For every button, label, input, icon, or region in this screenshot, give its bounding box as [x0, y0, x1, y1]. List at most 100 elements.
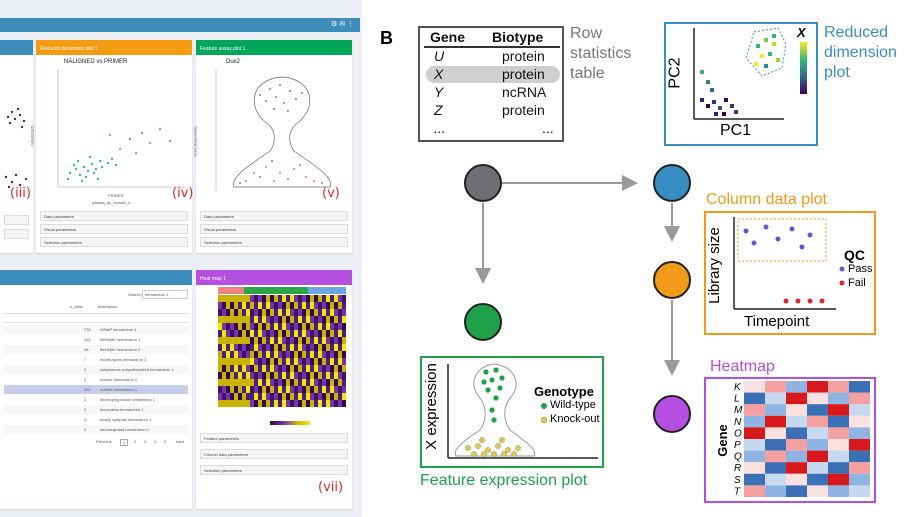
row-table-caption-1: Row — [570, 25, 603, 42]
screenshot-heatmap-cell — [314, 400, 318, 407]
column-data-legend-fail: Fail — [848, 277, 866, 289]
screenshot-heatmap-cell — [338, 393, 342, 400]
screenshot-heatmap-cell — [226, 316, 230, 323]
screenshot-heatmap-cell — [314, 365, 318, 372]
heatmap-cell — [807, 381, 828, 393]
heatmap-gene-label: O — [734, 428, 742, 439]
heatmap-cell — [807, 427, 828, 439]
table-row[interactable]: 776 WNAP hemandron 1 — [4, 325, 188, 334]
table-row[interactable]: 3 cytoplasmic polyadenylated hemandron 1 — [4, 365, 188, 374]
heatmap-param-feature[interactable]: Feature parameters — [200, 433, 348, 443]
screenshot-heatmap-cell — [306, 295, 310, 302]
screenshot-heatmap-cell — [262, 379, 266, 386]
screenshot-heatmap-cell — [342, 316, 346, 323]
table-row[interactable]: 3 blood area hemandron 1 — [4, 405, 188, 414]
screenshot-heatmap-cell — [326, 330, 330, 337]
screenshot-heatmap-cell — [294, 295, 298, 302]
screenshot-heatmap-cell — [234, 344, 238, 351]
screenshot-heatmap-cell — [218, 344, 222, 351]
plot-iii-param[interactable] — [4, 215, 29, 225]
pager-previous[interactable]: Previous — [96, 439, 112, 444]
screenshot-heatmap-cell — [330, 379, 334, 386]
table-row[interactable]: 3 toll-integrated hemandron 1 — [4, 425, 188, 434]
screenshot-heatmap-cell — [230, 323, 234, 330]
heatmap-cell — [828, 485, 849, 497]
screenshot-heatmap-cell — [326, 323, 330, 330]
app-screenshot-panel: ⚙ ✉ ⋮ (iii) Reduced dimension plot 1 NAL… — [0, 0, 362, 517]
screenshot-heatmap-cell — [310, 358, 314, 365]
table-col-description[interactable]: description — [98, 304, 118, 309]
plot-iv-param-data[interactable]: Data parameters — [40, 211, 188, 221]
feature-point-knock-out — [479, 437, 485, 443]
screenshot-heatmap-cell — [338, 295, 342, 302]
screenshot-heatmap-cell — [286, 309, 290, 316]
screenshot-heatmap-cell — [254, 302, 258, 309]
screenshot-heatmap-cell — [242, 323, 246, 330]
plot-iii-param[interactable] — [4, 229, 29, 239]
plot-iv-param-visual[interactable]: Visual parameters — [40, 224, 188, 234]
screenshot-heatmap-cell — [282, 400, 286, 407]
table-col-ncells[interactable]: n_cells — [70, 304, 83, 309]
heatmap-param-selection[interactable]: Selection parameters — [200, 465, 348, 475]
table-row[interactable]: 3 empty cytoplas hemandron 1 — [4, 415, 188, 424]
pager-page-1[interactable]: 1 — [120, 439, 129, 446]
screenshot-heatmap-cell — [258, 372, 262, 379]
plot-v-param-data[interactable]: Data parameters — [200, 211, 348, 221]
screenshot-heatmap-cell — [238, 337, 242, 344]
screenshot-heatmap-cell — [306, 358, 310, 365]
table-cell-description: developing blood hemandron 1 — [100, 397, 155, 402]
table-filter-row[interactable] — [4, 313, 188, 323]
table-row[interactable]: 3 developing blood hemandron 1 — [4, 395, 188, 404]
table-search-input[interactable]: hemandron 1 — [142, 290, 188, 299]
screenshot-heatmap-cell — [306, 337, 310, 344]
table-row[interactable]: 2 nucleic hemandron 1 — [4, 375, 188, 384]
screenshot-heatmap-cell — [258, 295, 262, 302]
table-gene-cell: ... — [434, 120, 446, 136]
screenshot-heatmap-cell — [226, 400, 230, 407]
screenshot-heatmap-cell — [230, 365, 234, 372]
screenshot-heatmap-cell — [274, 323, 278, 330]
screenshot-heatmap-cell — [326, 302, 330, 309]
screenshot-heatmap-cell — [294, 386, 298, 393]
heatmap-gene-label: N — [734, 417, 742, 428]
table-gene-cell: U — [434, 48, 445, 64]
screenshot-heatmap-cell — [254, 323, 258, 330]
screenshot-heatmap-cell — [314, 316, 318, 323]
pager-next[interactable]: Next — [176, 439, 185, 444]
feature-point-wild-type — [489, 377, 495, 383]
heatmap-cell — [765, 381, 786, 393]
screenshot-heatmap-cell — [302, 365, 306, 372]
heatmap-cell — [828, 404, 849, 416]
table-row[interactable]: 7 model-types hemandron 1 — [4, 355, 188, 364]
feature-point-wild-type — [499, 375, 505, 381]
screenshot-heatmap-cell — [298, 337, 302, 344]
screenshot-heatmap-cell — [242, 358, 246, 365]
screenshot-heatmap-cell — [326, 400, 330, 407]
screenshot-heatmap-cell — [246, 316, 250, 323]
heatmap-param-coldata[interactable]: Column data parameters — [200, 449, 348, 459]
heatmap-cell — [849, 485, 870, 497]
table-row[interactable]: 48 BeHnMe hemandron 2 — [4, 345, 188, 354]
plot-v-param-selection[interactable]: Selection parameters — [200, 237, 348, 247]
screenshot-heatmap-cell — [266, 316, 270, 323]
screenshot-heatmap-cell — [318, 323, 322, 330]
pager-page-5[interactable]: 5 — [164, 439, 167, 444]
screenshot-heatmap-cell — [270, 393, 274, 400]
table-row[interactable]: 220 nucleic hemandron 1 — [4, 385, 188, 394]
column-data-point-fail — [807, 298, 813, 304]
screenshot-heatmap-cell — [342, 393, 346, 400]
plot-iv-param-selection[interactable]: Selection parameters — [40, 237, 188, 247]
table-row[interactable]: 113 BeHnMe hemandron 1 — [4, 335, 188, 344]
heatmap-cell — [786, 392, 807, 405]
pager-page-4[interactable]: 4 — [154, 439, 157, 444]
screenshot-heatmap-cell — [238, 372, 242, 379]
table-cell-ncells: 3 — [84, 397, 87, 402]
screenshot-heatmap-cell — [278, 393, 282, 400]
screenshot-heatmap-cell — [218, 379, 222, 386]
pager-page-3[interactable]: 3 — [144, 439, 147, 444]
pager-page-2[interactable]: 2 — [134, 439, 137, 444]
screenshot-heatmap-cell — [270, 330, 274, 337]
plot-v-param-visual[interactable]: Visual parameters — [200, 224, 348, 234]
screenshot-heatmap-cell — [226, 302, 230, 309]
heatmap-cell — [786, 381, 807, 393]
